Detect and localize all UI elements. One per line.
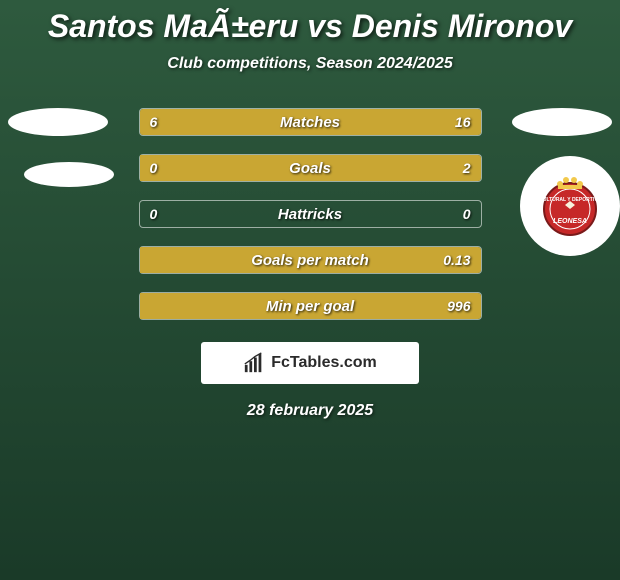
date-text: 28 february 2025 [0,402,620,420]
stats-area: CULTURAL Y DEPORTIVA LEONESA 6 [0,108,620,420]
svg-text:LEONESA: LEONESA [553,218,587,225]
stat-label: Goals per match [251,252,369,269]
stat-row-matches: 6 Matches 16 [139,108,482,136]
brand-text: FcTables.com [271,354,377,372]
club-crest-icon: CULTURAL Y DEPORTIVA LEONESA [535,171,605,241]
brand-box[interactable]: FcTables.com [201,342,419,384]
bar-chart-icon [243,352,265,374]
stat-fill-right [232,109,481,135]
club-right-logo: CULTURAL Y DEPORTIVA LEONESA [520,156,620,256]
stat-left-value: 6 [150,114,158,130]
stat-row-hattricks: 0 Hattricks 0 [139,200,482,228]
stat-right-value: 2 [463,160,471,176]
stat-label: Matches [280,114,340,131]
stat-right-value: 0.13 [443,252,470,268]
club-left-placeholder [24,162,114,187]
player-right-avatar [512,108,612,136]
stat-right-value: 16 [455,114,471,130]
stat-left-value: 0 [150,160,158,176]
stat-left-value: 0 [150,206,158,222]
stat-right-value: 996 [447,298,470,314]
stat-right-value: 0 [463,206,471,222]
stat-label: Hattricks [278,206,342,223]
page-title: Santos MaÃ±eru vs Denis Mironov [0,0,620,45]
stat-row-goals-per-match: Goals per match 0.13 [139,246,482,274]
player-left-avatar [8,108,108,136]
stat-rows: 6 Matches 16 0 Goals 2 0 Hattricks 0 [139,108,482,320]
subtitle: Club competitions, Season 2024/2025 [0,55,620,73]
stat-row-goals: 0 Goals 2 [139,154,482,182]
stat-label: Goals [289,160,331,177]
stat-label: Min per goal [266,298,354,315]
stat-row-min-per-goal: Min per goal 996 [139,292,482,320]
infographic-container: Santos MaÃ±eru vs Denis Mironov Club com… [0,0,620,420]
